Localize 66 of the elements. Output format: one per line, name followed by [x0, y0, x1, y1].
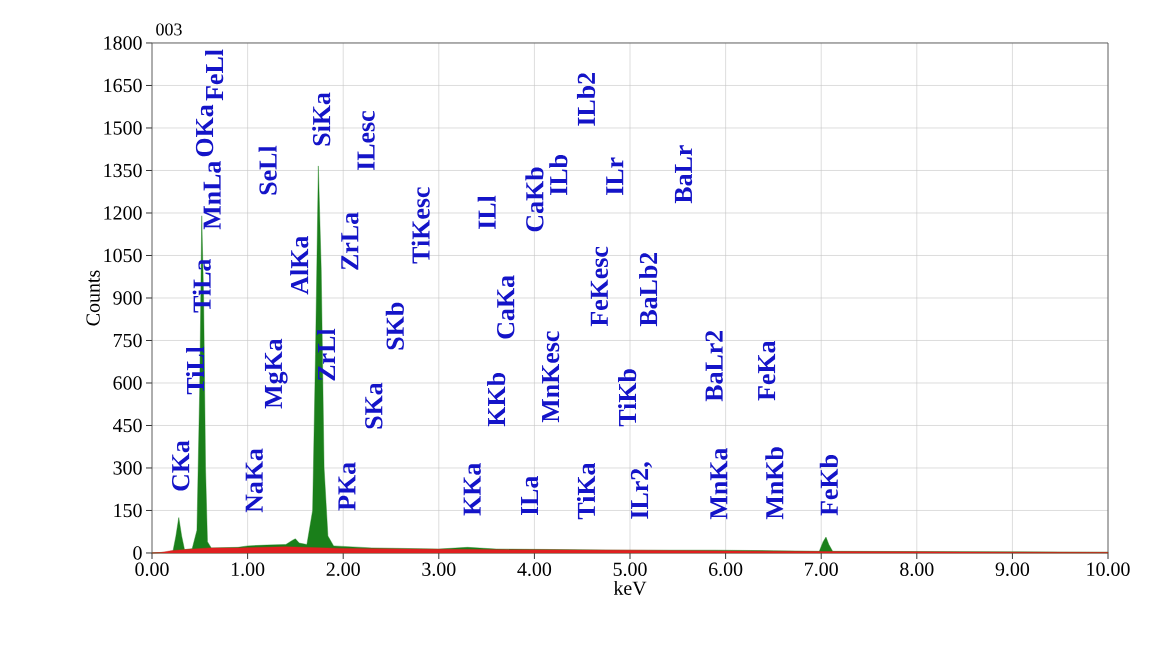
y-tick-label: 0	[133, 546, 142, 560]
annotation: ILr	[606, 157, 624, 195]
annotation: ILl	[477, 195, 496, 229]
annotation: ILb2	[576, 73, 596, 126]
annotation: MnKesc	[542, 331, 560, 423]
annotation: KKb	[487, 373, 506, 427]
annotation: BaLb2	[639, 252, 658, 327]
annotation: MnKa	[710, 448, 728, 520]
x-axis-title: keV	[613, 580, 647, 595]
annotation: BaLr	[674, 145, 693, 204]
annotation: FeKb	[819, 455, 838, 516]
annotation: MnKb	[765, 447, 784, 520]
x-tick-label: 8.00	[900, 562, 934, 577]
y-tick-label: 750	[113, 333, 142, 348]
annotation: ILb	[549, 155, 568, 195]
y-tick-label: 1350	[104, 163, 142, 178]
y-tick-label: 300	[113, 461, 142, 475]
y-tick-label: 900	[113, 291, 142, 305]
y-tick-label: 1500	[104, 121, 142, 135]
x-tick-label: 9.00	[995, 562, 1030, 577]
x-tick-label: 4.00	[517, 562, 552, 577]
annotation: ILr2,	[630, 462, 653, 519]
annotation: SKb	[385, 302, 404, 350]
annotation: SKa	[365, 382, 383, 429]
annotation: CaKb	[525, 167, 544, 232]
x-tick-label: 0.00	[135, 562, 169, 577]
annotation: SiKa	[312, 92, 331, 146]
y-tick-label: 1050	[104, 248, 142, 263]
annotation: NaKa	[245, 448, 263, 513]
annotation: ILa	[521, 476, 539, 516]
annotation: SeLl	[258, 145, 277, 195]
annotation: KKa	[463, 463, 481, 516]
x-tick-label: 7.00	[805, 562, 838, 577]
y-tick-label: 450	[112, 418, 142, 433]
annotation: TiKb	[618, 369, 637, 427]
y-tick-label: 600	[113, 376, 142, 390]
x-tick-label: 1.00	[231, 562, 265, 577]
annotation: ZrLl	[317, 328, 335, 381]
x-tick-label: 3.00	[422, 562, 456, 577]
annotation: MgKa	[264, 338, 288, 409]
annotation: PKa	[338, 462, 356, 511]
y-tick-label: 150	[114, 503, 142, 518]
annotation: BaLr2	[705, 330, 723, 402]
annotation: ILesc	[357, 111, 375, 170]
y-tick-label: 1650	[104, 78, 142, 93]
y-tick-label: 1800	[104, 36, 142, 50]
x-tick-label: 2.00	[326, 562, 360, 577]
annotation: TiKa	[576, 462, 596, 520]
y-axis-title: Counts	[86, 270, 100, 326]
annotation: TiLa	[192, 258, 211, 313]
annotation: ZrLa	[341, 212, 359, 270]
y-tick-label: 1200	[104, 206, 142, 220]
chart-title: 003	[156, 23, 182, 36]
annotation: OKa	[195, 104, 214, 157]
annotation: CKa	[171, 440, 190, 491]
annotation: TiKesc	[411, 187, 430, 264]
x-tick-label: 5.00	[613, 562, 647, 577]
annotation: FeLl	[205, 49, 224, 101]
annotation: FeKa	[758, 340, 776, 401]
annotation: CaKa	[497, 275, 515, 339]
annotation: FeKesc	[590, 246, 609, 327]
annotation: MnLa	[203, 161, 221, 230]
annotation: TiLl	[186, 346, 205, 395]
x-tick-label: 6.00	[709, 562, 743, 577]
x-tick-label: 10.00	[1087, 562, 1130, 577]
annotation: AlKa	[290, 236, 309, 295]
